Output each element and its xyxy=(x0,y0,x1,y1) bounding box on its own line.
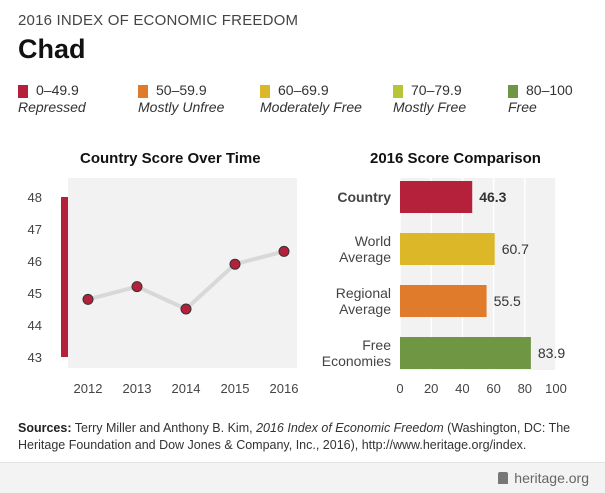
y-tick-label: 43 xyxy=(28,350,42,365)
x-tick-label: 80 xyxy=(518,381,532,396)
brand-link[interactable]: heritage.org xyxy=(514,470,589,486)
y-tick-label: 47 xyxy=(28,222,42,237)
bar-chart-title: 2016 Score Comparison xyxy=(370,150,541,167)
legend-label: Moderately Free xyxy=(260,99,362,115)
bar xyxy=(400,233,495,265)
x-tick-label: 40 xyxy=(455,381,469,396)
data-point xyxy=(278,245,290,257)
category-label: Free Economies xyxy=(322,337,391,369)
legend-label: Mostly Free xyxy=(393,99,467,115)
line-chart-title: Country Score Over Time xyxy=(80,150,261,167)
sources-text-end: (Washington, DC: The Heritage Foundation… xyxy=(18,421,571,452)
x-tick-label: 2012 xyxy=(74,381,103,396)
bar-value-label: 55.5 xyxy=(494,293,521,309)
score-band xyxy=(61,197,68,357)
legend-range: 80–100 xyxy=(526,82,573,98)
bar-value-label: 46.3 xyxy=(479,189,506,205)
x-tick-label: 2016 xyxy=(270,381,299,396)
data-point xyxy=(131,281,143,293)
legend-swatch xyxy=(508,85,518,98)
legend-range: 70–79.9 xyxy=(411,82,462,98)
data-point xyxy=(180,303,192,315)
plot-background xyxy=(68,178,297,368)
legend-range: 0–49.9 xyxy=(36,82,79,98)
y-tick-label: 48 xyxy=(28,190,42,205)
legend-swatch xyxy=(138,85,148,98)
bar xyxy=(400,181,473,213)
x-tick-label: 100 xyxy=(545,381,567,396)
legend-label: Mostly Unfree xyxy=(138,99,225,115)
y-tick-label: 44 xyxy=(28,318,42,333)
x-tick-label: 20 xyxy=(424,381,438,396)
supertitle: 2016 INDEX OF ECONOMIC FREEDOM xyxy=(18,12,299,29)
y-tick-label: 46 xyxy=(28,254,42,269)
x-tick-label: 2014 xyxy=(172,381,201,396)
category-label: Regional Average xyxy=(336,285,391,317)
bar xyxy=(400,285,487,317)
data-point xyxy=(229,258,241,270)
legend-swatch xyxy=(260,85,270,98)
bar xyxy=(400,337,531,369)
liberty-bell-icon xyxy=(498,472,509,484)
x-tick-label: 60 xyxy=(486,381,500,396)
legend-label: Free xyxy=(508,99,537,115)
bar-value-label: 60.7 xyxy=(502,241,529,257)
x-tick-label: 2015 xyxy=(221,381,250,396)
legend-label: Repressed xyxy=(18,99,86,115)
legend-swatch xyxy=(18,85,28,98)
sources-note: Sources: Terry Miller and Anthony B. Kim… xyxy=(18,420,588,454)
brand[interactable]: heritage.org xyxy=(498,470,589,486)
bar-chart: 0 20 40 60 80 100 46.3 Country 60.7 World Average 5… xyxy=(322,178,567,396)
category-label: World Average xyxy=(339,233,391,265)
bar-value-label: 83.9 xyxy=(538,345,565,361)
line-chart: 43 44 45 46 47 48 2012 2013 2014 2015 2016 xyxy=(28,178,299,396)
category-label: Country xyxy=(337,189,391,205)
x-tick-label: 2013 xyxy=(123,381,152,396)
footer-divider xyxy=(0,462,605,463)
legend-swatch xyxy=(393,85,403,98)
sources-text: Terry Miller and Anthony B. Kim, xyxy=(71,421,257,435)
y-tick-label: 45 xyxy=(28,286,42,301)
data-point xyxy=(82,293,94,305)
page-title: Chad xyxy=(18,34,86,64)
sources-publication-title: 2016 Index of Economic Freedom xyxy=(256,421,444,435)
legend-range: 60–69.9 xyxy=(278,82,329,98)
sources-label: Sources: xyxy=(18,421,72,435)
x-tick-label: 0 xyxy=(396,381,403,396)
legend-range: 50–59.9 xyxy=(156,82,207,98)
